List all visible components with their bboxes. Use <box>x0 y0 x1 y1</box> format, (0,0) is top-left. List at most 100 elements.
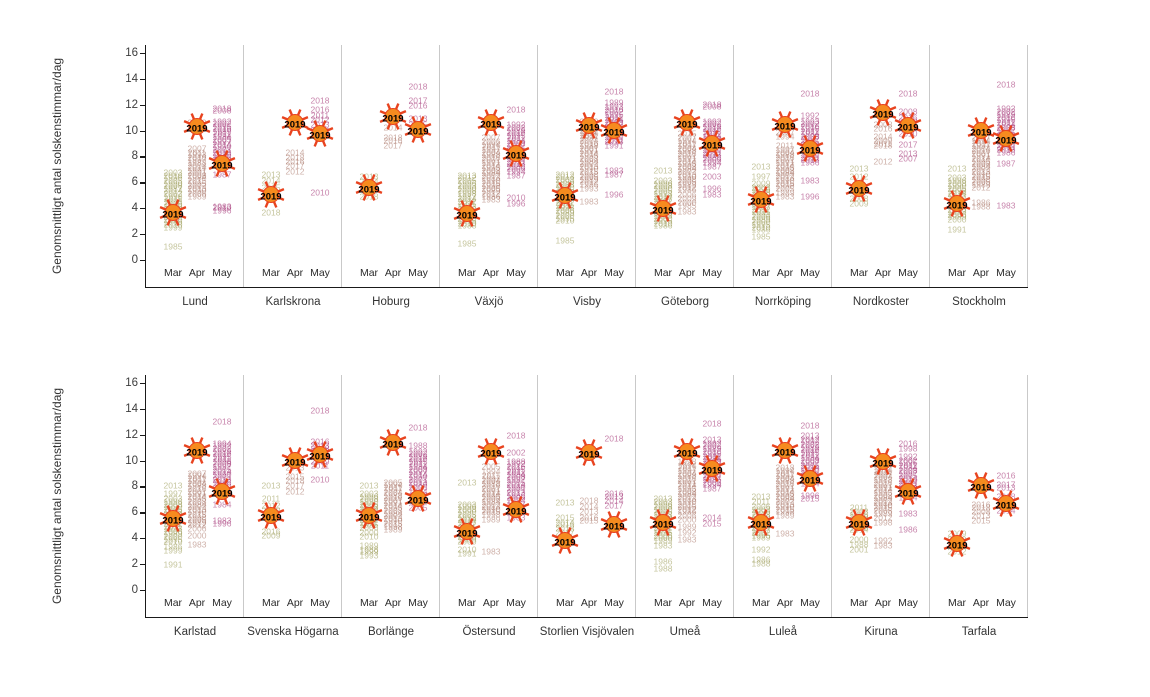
year-2019-label: 2019 <box>211 160 233 172</box>
y-tick-label: 16 <box>125 376 138 389</box>
year-2019-label: 2019 <box>211 488 233 500</box>
year-2019-label: 2019 <box>897 488 919 500</box>
y-tick-label: 12 <box>125 428 138 441</box>
year-2019-label: 2019 <box>946 200 968 212</box>
year-label: 2016 <box>212 123 232 134</box>
year-label: 2002 <box>751 527 771 538</box>
y-tick-label: 4 <box>131 532 138 545</box>
year-label: 2016 <box>506 127 526 138</box>
year-label: 2006 <box>187 523 207 534</box>
year-label: 2018 <box>775 462 795 473</box>
year-label: 2000 <box>163 531 183 542</box>
year-label: 1984 <box>187 499 207 510</box>
year-label: 1986 <box>481 191 501 202</box>
year-label: 2000 <box>677 197 697 208</box>
year-label: 2013 <box>800 430 820 441</box>
year-label: 2012 <box>849 171 869 182</box>
year-label: 2005 <box>481 183 501 194</box>
year-label: 2016 <box>775 152 795 163</box>
year-label: 2005 <box>187 514 207 525</box>
year-2019-label: 2019 <box>701 140 723 152</box>
year-label: 2013 <box>212 147 232 158</box>
year-label: 2002 <box>187 180 207 191</box>
year-label: 2011 <box>775 140 795 151</box>
year-label: 2013 <box>187 183 207 194</box>
year-label: 2013 <box>383 513 403 524</box>
station-label: Storlien Visjövalen <box>539 626 635 638</box>
year-label: 2008 <box>677 161 697 172</box>
month-tick-label: Mar <box>261 597 281 609</box>
y-tick-mark <box>140 590 146 592</box>
year-label: 2006 <box>947 209 967 220</box>
year-label: 2009 <box>873 135 893 146</box>
y-tick-label: 14 <box>125 72 138 85</box>
year-label: 2003 <box>457 180 477 191</box>
year-label: 2014 <box>163 185 183 196</box>
year-label: 1986 <box>971 197 991 208</box>
year-label: 1986 <box>212 477 232 488</box>
year-label: 2011 <box>996 117 1016 128</box>
year-label: 2013 <box>677 169 697 180</box>
year-label: 1991 <box>775 483 795 494</box>
year-label: 2014 <box>555 517 575 528</box>
year-2019-label: 2019 <box>309 130 331 142</box>
year-label: 2006 <box>481 136 501 147</box>
y-tick-mark <box>140 234 146 236</box>
sunburst-2019-marker <box>867 446 899 483</box>
year-label: 2010 <box>555 215 575 226</box>
year-label: 1989 <box>971 179 991 190</box>
month-tick-label: Apr <box>580 597 598 609</box>
year-label: 2002 <box>604 106 624 117</box>
station-label: Luleå <box>768 626 798 638</box>
year-2019-label: 2019 <box>872 109 894 121</box>
year-label: 1990 <box>971 169 991 180</box>
year-label: 2002 <box>457 196 477 207</box>
sunburst-2019-marker <box>157 196 189 233</box>
station-label: Tarfala <box>961 626 997 638</box>
month-tick-label: Apr <box>972 597 990 609</box>
y-tick-mark <box>140 538 146 540</box>
year-label: 2011 <box>579 130 599 141</box>
year-label: 1989 <box>604 97 624 108</box>
year-label: 2008 <box>702 101 722 112</box>
year-label: 1995 <box>506 464 526 475</box>
year-label: 2011 <box>163 193 183 204</box>
month-tick-label: May <box>898 267 918 279</box>
sunburst-2019-marker <box>769 108 801 145</box>
year-label: 1987 <box>163 183 183 194</box>
year-label: 2015 <box>775 178 795 189</box>
year-label: 2015 <box>702 518 722 529</box>
year-label: 1996 <box>800 490 820 501</box>
year-2019-label: 2019 <box>358 512 380 524</box>
year-label: 2011 <box>702 451 722 462</box>
year-label: 1992 <box>408 446 428 457</box>
year-label: 1999 <box>163 545 183 556</box>
year-label: 1993 <box>800 116 820 127</box>
year-label: 1998 <box>677 174 697 185</box>
year-label: 2016 <box>383 135 403 146</box>
year-label: 1992 <box>212 440 232 451</box>
year-label: 1995 <box>653 527 673 538</box>
year-label: 2015 <box>187 509 207 520</box>
year-label: 2002 <box>163 188 183 199</box>
year-label: 1997 <box>775 470 795 481</box>
year-label: 2003 <box>849 506 869 517</box>
year-label: 2002 <box>775 170 795 181</box>
year-label: 2014 <box>481 488 501 499</box>
year-label: 2003 <box>359 488 379 499</box>
year-label: 2010 <box>653 218 673 229</box>
year-2019-label: 2019 <box>578 122 600 134</box>
station-panel: 2013200319962008199020051998201419872002… <box>440 375 538 638</box>
year-2019-label: 2019 <box>848 185 870 197</box>
year-label: 2008 <box>898 106 918 117</box>
year-label: 2002 <box>702 440 722 451</box>
year-label: 1990 <box>677 496 697 507</box>
station-panel: 2013199720092003199620081990200520192014… <box>734 45 832 308</box>
year-label: 2013 <box>677 493 697 504</box>
year-label: 2001 <box>506 484 526 495</box>
year-label: 2018 <box>702 99 722 110</box>
year-label: 2002 <box>212 118 232 129</box>
year-label: 2008 <box>971 506 991 517</box>
year-label: 2013 <box>408 113 428 124</box>
